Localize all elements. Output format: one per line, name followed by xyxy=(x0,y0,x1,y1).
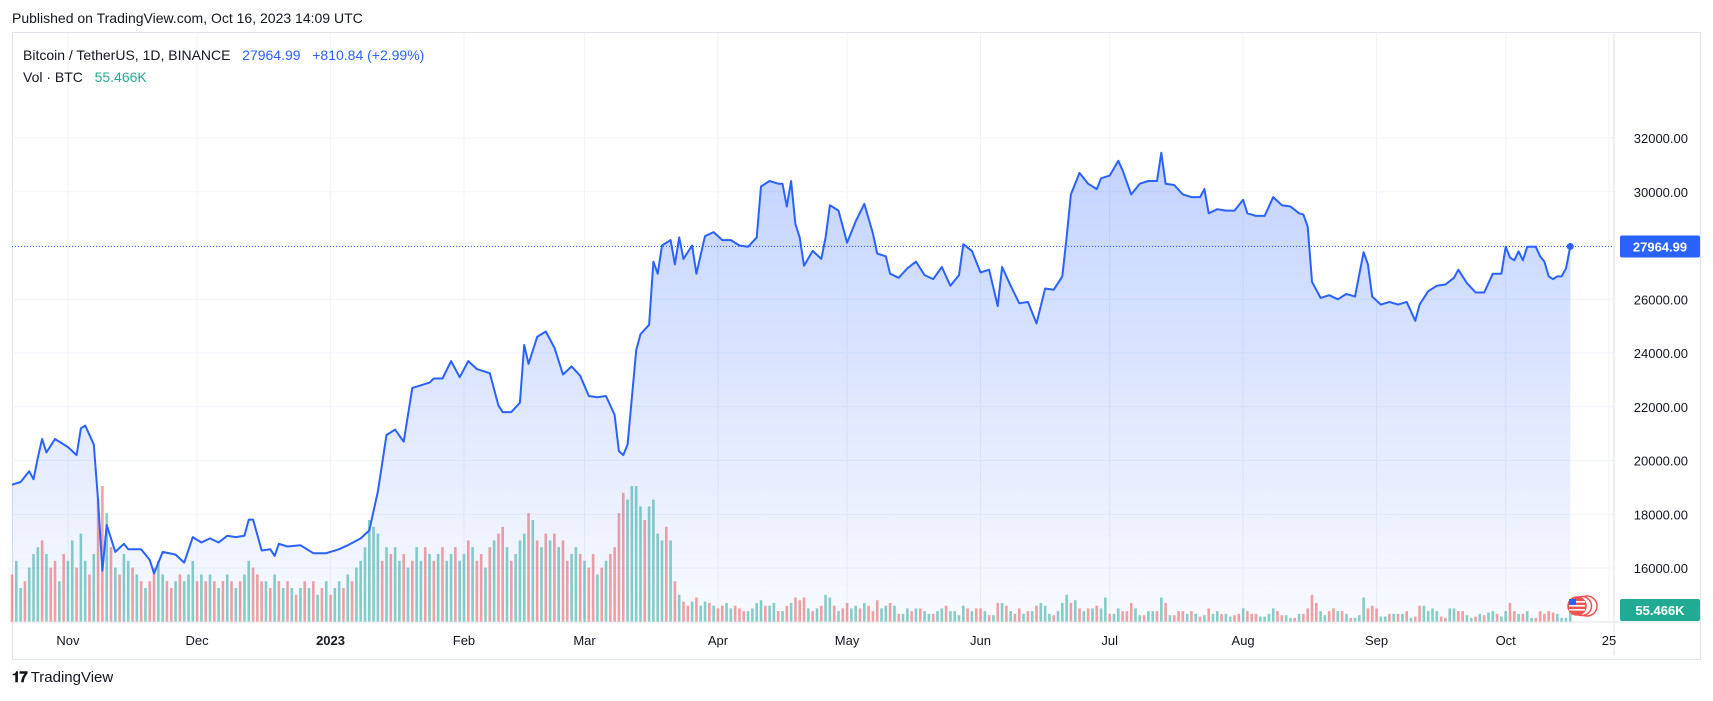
brand-name: TradingView xyxy=(30,669,114,686)
x-tick-label: Nov xyxy=(56,633,80,648)
price-line-path xyxy=(11,151,1572,575)
published-caption: Published on TradingView.com, Oct 16, 20… xyxy=(12,10,363,26)
y-tick-label: 18000.00 xyxy=(1634,507,1688,522)
volume-badge-label: 55.466K xyxy=(1635,603,1685,618)
y-tick-label: 26000.00 xyxy=(1634,292,1688,307)
symbol-label[interactable]: Bitcoin / TetherUS, 1D, BINANCE xyxy=(23,47,231,63)
y-tick-label: 32000.00 xyxy=(1634,131,1688,146)
price-area-fill xyxy=(12,152,1571,623)
x-tick-label: Mar xyxy=(573,633,596,648)
x-tick-label: Sep xyxy=(1365,633,1388,648)
volume-value: 55.466K xyxy=(94,69,147,85)
x-tick-label: Jul xyxy=(1101,633,1118,648)
us-flag-events-icon xyxy=(1567,595,1598,617)
x-tick-label: May xyxy=(835,633,860,648)
volume-badge xyxy=(1620,599,1700,621)
volume-bar xyxy=(101,486,104,622)
last-price-badge-label: 27964.99 xyxy=(1633,239,1687,254)
y-tick-label: 20000.00 xyxy=(1634,454,1688,469)
x-tick-label: 2023 xyxy=(316,633,345,648)
last-price-badge xyxy=(1620,235,1700,258)
flag-stripe xyxy=(1569,605,1585,607)
last-price-value: 27964.99 xyxy=(242,47,301,63)
x-tick-label: Oct xyxy=(1496,633,1517,648)
y-tick-label: 30000.00 xyxy=(1634,185,1688,200)
flag-stripe xyxy=(1569,609,1585,611)
x-tick-label: 25 xyxy=(1602,633,1616,648)
x-tick-label: Feb xyxy=(453,633,475,648)
y-tick-label: 24000.00 xyxy=(1634,346,1688,361)
chart-legend: Bitcoin / TetherUS, 1D, BINANCE 27964.99… xyxy=(23,44,424,88)
x-tick-label: Jun xyxy=(970,633,991,648)
flag-canton xyxy=(1569,599,1576,605)
y-tick-label: 22000.00 xyxy=(1634,400,1688,415)
price-change-value: +810.84 (+2.99%) xyxy=(312,47,425,63)
axes: 16000.00 18000.00 20000.00 22000.00 24000.00… xyxy=(12,33,1700,655)
x-tick-label: Aug xyxy=(1232,633,1255,648)
x-tick-label: Apr xyxy=(708,633,729,648)
x-tick-label: Dec xyxy=(186,633,210,648)
flag-stripe xyxy=(1569,601,1585,603)
price-area xyxy=(12,152,1571,623)
volume-label[interactable]: Vol · BTC xyxy=(23,69,83,85)
tradingview-logo-icon: 𝟏𝟕 xyxy=(12,669,28,686)
y-tick-label: 16000.00 xyxy=(1634,561,1688,576)
footer-brand[interactable]: 𝟏𝟕 TradingView xyxy=(12,669,113,686)
last-price-dot xyxy=(1566,242,1574,250)
price-line xyxy=(11,151,1614,575)
chart-frame xyxy=(12,32,1701,660)
